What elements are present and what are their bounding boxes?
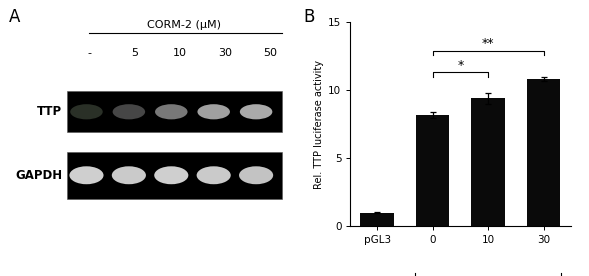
Text: **: ** — [482, 37, 494, 50]
Ellipse shape — [154, 166, 188, 184]
Bar — [360, 213, 394, 226]
Bar — [67, 152, 282, 199]
Ellipse shape — [197, 104, 230, 119]
Bar — [527, 79, 560, 226]
Text: GAPDH: GAPDH — [15, 169, 62, 182]
Text: 5: 5 — [131, 48, 138, 58]
Ellipse shape — [112, 166, 146, 184]
Ellipse shape — [112, 104, 145, 119]
Ellipse shape — [155, 104, 187, 119]
Text: 50: 50 — [263, 48, 277, 58]
Text: B: B — [303, 8, 315, 26]
Bar — [67, 91, 282, 132]
Ellipse shape — [239, 166, 273, 184]
Text: TTP: TTP — [37, 105, 62, 118]
Text: -: - — [87, 48, 91, 58]
Bar — [416, 115, 449, 226]
Text: 10: 10 — [173, 48, 187, 58]
Ellipse shape — [70, 104, 102, 119]
Text: CORM-2 (μM): CORM-2 (μM) — [147, 20, 221, 30]
Ellipse shape — [197, 166, 231, 184]
Y-axis label: Rel. TTP luciferase activity: Rel. TTP luciferase activity — [314, 60, 324, 189]
Text: 30: 30 — [218, 48, 232, 58]
Ellipse shape — [240, 104, 272, 119]
Text: A: A — [9, 8, 20, 26]
Ellipse shape — [70, 166, 104, 184]
Text: *: * — [457, 59, 464, 72]
Bar — [471, 98, 505, 226]
